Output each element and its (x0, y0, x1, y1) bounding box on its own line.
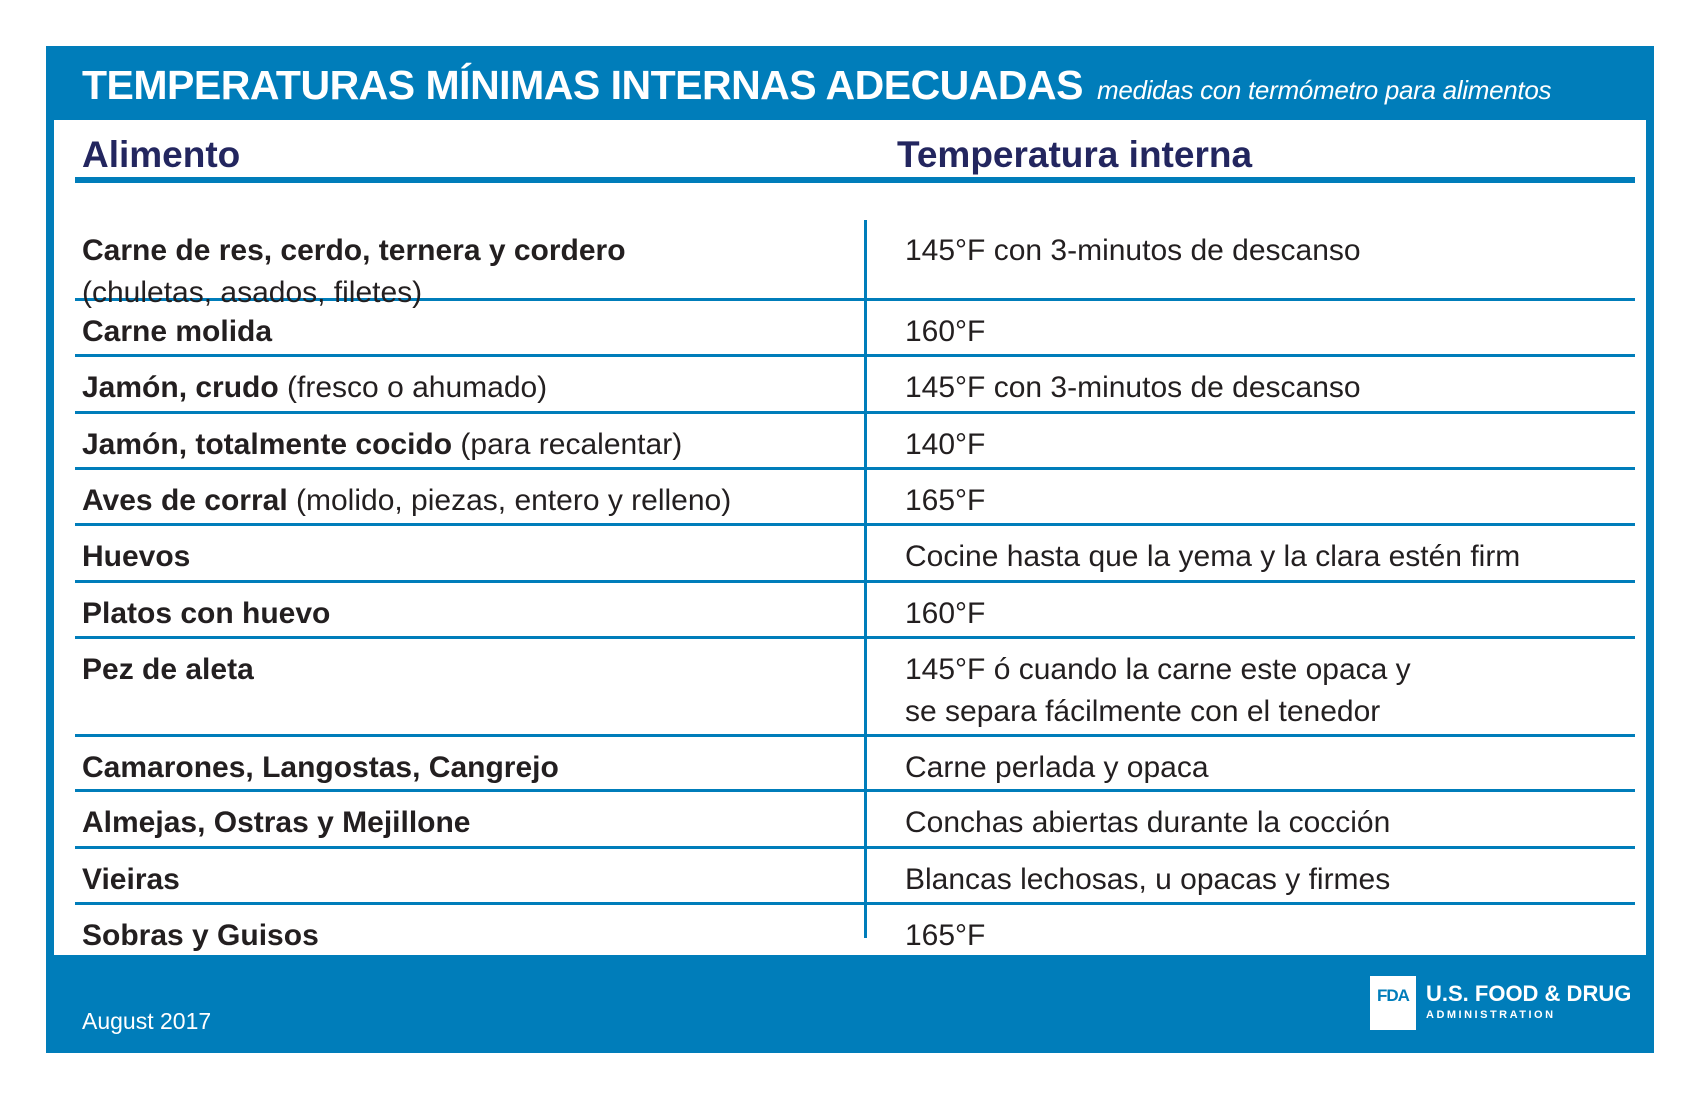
temperature-value: 145°F con 3-minutos de descanso (905, 234, 1361, 267)
fda-logo-line2: ADMINISTRATION (1426, 1009, 1556, 1021)
column-header-food: Alimento (82, 134, 241, 175)
food-name: Almejas, Ostras y Mejillone (82, 806, 471, 839)
table-row: Camarones, Langostas, Cangrejo Carne perl… (75, 737, 1635, 792)
food-note: (molido, piezas, entero y relleno) (296, 484, 732, 517)
temperature-value: 160°F (905, 597, 986, 630)
food-note: (chuletas, asados, filetes) (82, 276, 423, 309)
fda-logo-mark: FDA (1370, 976, 1416, 1030)
food-name: Huevos (82, 540, 191, 573)
food-cell: Jamón, totalmente cocido (para recalenta… (82, 424, 862, 466)
temperature-value: Conchas abiertas durante la cocción (905, 806, 1391, 839)
food-cell: Almejas, Ostras y Mejillone (82, 802, 862, 844)
food-cell: Camarones, Langostas, Cangrejo (82, 747, 862, 789)
table-row: Jamón, crudo (fresco o ahumado) 145°F con… (75, 357, 1635, 414)
temperature-cell: 145°F ó cuando la carne este opaca y se s… (905, 649, 1630, 733)
temperature-value: Blancas lechosas, u opacas y firmes (905, 863, 1391, 896)
food-name: Carne molida (82, 315, 273, 348)
temperature-cell: 160°F (905, 593, 1630, 635)
temperature-value: Cocine hasta que la yema y la clara esté… (905, 540, 1521, 573)
table-row: Vieiras Blancas lechosas, u opacas y firm… (75, 849, 1635, 905)
food-cell: Jamón, crudo (fresco o ahumado) (82, 367, 862, 409)
temperature-value-cont: se separa fácilmente con el tenedor (905, 695, 1381, 728)
food-cell: Huevos (82, 536, 862, 578)
food-cell: Vieiras (82, 859, 862, 901)
food-cell: Carne molida (82, 311, 862, 353)
table-row: Aves de corral (molido, piezas, entero y… (75, 470, 1635, 526)
food-cell: Carne de res, cerdo, ternera y cordero (c… (82, 230, 862, 314)
column-header-temp: Temperatura interna (897, 134, 1253, 175)
fda-logo-line1: U.S. FOOD & DRUG (1426, 981, 1632, 1006)
food-name: Aves de corral (82, 484, 288, 517)
temperature-cell: Blancas lechosas, u opacas y firmes (905, 859, 1630, 901)
column-divider (864, 220, 867, 938)
temperature-cell: Carne perlada y opaca (905, 747, 1630, 789)
temperature-table: Alimento Temperatura interna Carne de re… (54, 120, 1646, 955)
temperature-value: 140°F (905, 428, 986, 461)
food-name: Sobras y Guisos (82, 919, 319, 952)
temperature-value: 145°F ó cuando la carne este opaca y (905, 653, 1411, 686)
food-note: (para recalentar) (460, 428, 683, 461)
food-name: Carne de res, cerdo, ternera y cordero (82, 234, 626, 267)
table-row: Huevos Cocine hasta que la yema y la clar… (75, 526, 1635, 583)
food-cell: Aves de corral (molido, piezas, entero y… (82, 480, 862, 522)
temperature-value: Carne perlada y opaca (905, 751, 1209, 784)
food-name: Vieiras (82, 863, 180, 896)
table-row: Platos con huevo 160°F (75, 583, 1635, 639)
temperature-cell: 140°F (905, 424, 1630, 466)
food-name: Jamón, crudo (82, 371, 279, 404)
temperature-cell: 165°F (905, 915, 1630, 957)
food-cell: Platos con huevo (82, 593, 862, 635)
table-row: Almejas, Ostras y Mejillone Conchas abier… (75, 792, 1635, 849)
food-name: Camarones, Langostas, Cangrejo (82, 751, 559, 784)
page-subtitle: medidas con termómetro para alimentos (1096, 75, 1552, 105)
title-bar: TEMPERATURAS MÍNIMAS INTERNAS ADECUADAS … (82, 62, 1552, 116)
temperature-value: 165°F (905, 919, 986, 952)
chart-card: TEMPERATURAS MÍNIMAS INTERNAS ADECUADAS … (46, 46, 1654, 1053)
temperature-value: 145°F con 3-minutos de descanso (905, 371, 1361, 404)
table-row: Sobras y Guisos 165°F (75, 905, 1635, 955)
food-note: (fresco o ahumado) (287, 371, 548, 404)
temperature-value: 165°F (905, 484, 986, 517)
table-row: Carne molida 160°F (75, 301, 1635, 357)
temperature-cell: 145°F con 3-minutos de descanso (905, 230, 1630, 272)
header-rule (75, 177, 1635, 183)
temperature-value: 160°F (905, 315, 986, 348)
table-row: Carne de res, cerdo, ternera y cordero (c… (75, 220, 1635, 309)
page-title: TEMPERATURAS MÍNIMAS INTERNAS ADECUADAS (82, 62, 1083, 108)
temperature-cell: Conchas abiertas durante la cocción (905, 802, 1630, 844)
food-name: Jamón, totalmente cocido (82, 428, 453, 461)
temperature-cell: 145°F con 3-minutos de descanso (905, 367, 1630, 409)
food-cell: Pez de aleta (82, 649, 862, 691)
temperature-cell: 165°F (905, 480, 1630, 522)
fda-logo: FDA U.S. FOOD & DRUG ADMINISTRATION (1370, 976, 1631, 1030)
food-name: Pez de aleta (82, 653, 254, 686)
table-row: Jamón, totalmente cocido (para recalenta… (75, 414, 1635, 470)
temperature-cell: 160°F (905, 311, 1630, 353)
table-row: Pez de aleta 145°F ó cuando la carne este… (75, 639, 1635, 737)
footer-date: August 2017 (82, 1008, 212, 1034)
food-name: Platos con huevo (82, 597, 331, 630)
food-cell: Sobras y Guisos (82, 915, 862, 957)
temperature-cell: Cocine hasta que la yema y la clara esté… (905, 536, 1630, 578)
